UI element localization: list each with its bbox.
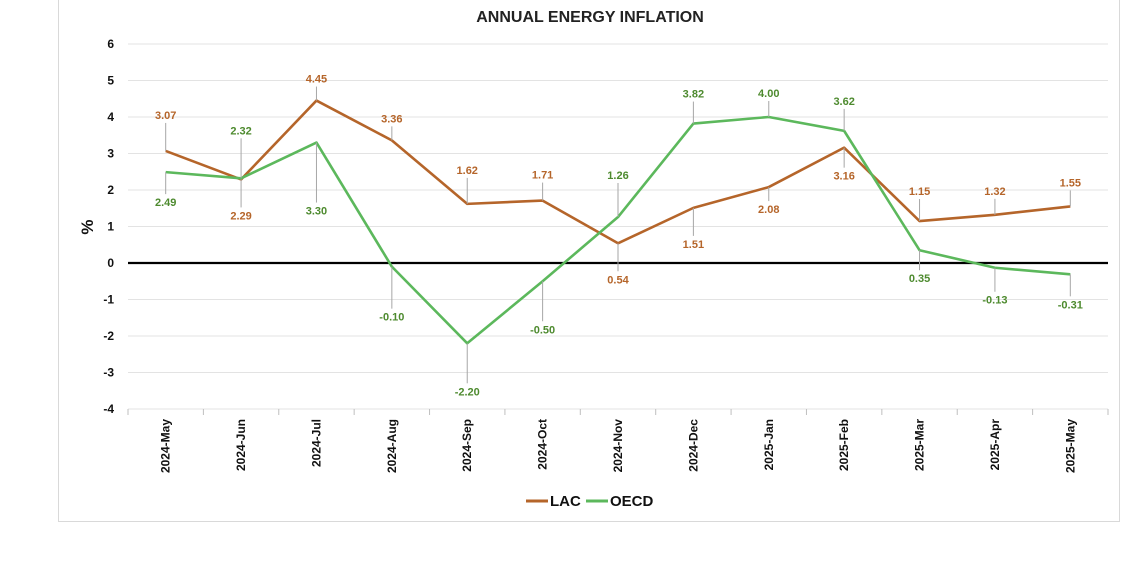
y-tick-label: 6 [107, 37, 114, 51]
y-tick-label: -3 [103, 366, 114, 380]
data-label-oecd: -0.13 [982, 295, 1007, 307]
data-label-lac: 1.15 [909, 186, 930, 198]
data-labels: 3.07 2.29 4.45 3.36 1.62 1.71 0.54 1.51 2.08 3.16… [155, 74, 1083, 399]
data-label-oecd: 3.62 [833, 96, 854, 108]
y-axis-label: % [78, 219, 97, 234]
legend-label-oecd: OECD [610, 493, 654, 510]
x-tick-label: 2024-May [159, 419, 173, 473]
data-label-lac: 3.16 [833, 171, 854, 183]
x-tick-label: 2025-Mar [913, 419, 927, 471]
data-label-oecd: -0.10 [379, 312, 404, 324]
chart-title: ANNUAL ENERGY INFLATION [476, 9, 704, 26]
x-tick-label: 2024-Aug [385, 419, 399, 473]
data-label-oecd: -0.31 [1058, 299, 1083, 311]
y-tick-label: -2 [103, 329, 114, 343]
x-tick-label: 2025-Jan [762, 419, 776, 470]
x-tick-label: 2025-Feb [837, 419, 851, 471]
data-label-lac: 2.08 [758, 204, 779, 216]
data-label-lac: 1.71 [532, 170, 553, 182]
y-tick-label: 3 [107, 147, 114, 161]
x-tick-label: 2024-Sep [460, 419, 474, 472]
data-label-lac: 2.29 [230, 210, 251, 222]
y-axis-ticks: 6 5 4 3 2 1 0 -1 -2 -3 -4 [103, 37, 114, 416]
y-tick-label: 4 [107, 110, 114, 124]
y-tick-label: 5 [107, 74, 114, 88]
data-label-oecd: 0.35 [909, 273, 930, 285]
x-tick-label: 2025-May [1063, 419, 1077, 473]
data-label-lac: 3.07 [155, 110, 176, 122]
x-tick-label: 2024-Dec [686, 419, 700, 472]
data-label-lac: 3.36 [381, 113, 402, 125]
data-label-oecd: 4.00 [758, 88, 779, 100]
data-label-lac: 1.55 [1060, 177, 1081, 189]
data-label-lac: 1.62 [457, 165, 478, 177]
chart-frame [58, 0, 1120, 522]
data-label-oecd: 3.82 [683, 89, 704, 101]
legend: LAC OECD [526, 493, 654, 510]
y-tick-label: 1 [107, 220, 114, 234]
x-tick-label: 2024-Oct [536, 419, 550, 470]
x-tick-label: 2024-Jun [234, 419, 248, 471]
y-tick-label: -1 [103, 293, 114, 307]
x-tick-label: 2024-Nov [611, 419, 625, 473]
data-label-oecd: -2.20 [455, 386, 480, 398]
data-label-lac: 1.32 [984, 186, 1005, 198]
gridlines [127, 43, 1109, 415]
x-axis-ticks: 2024-May 2024-Jun 2024-Jul 2024-Aug 2024-Sep… [159, 419, 1078, 473]
y-tick-label: 0 [107, 256, 114, 270]
data-label-oecd: 2.49 [155, 197, 176, 209]
x-tick-label: 2025-Apr [988, 419, 1002, 471]
y-tick-label: -4 [103, 402, 114, 416]
series-lines [165, 99, 1071, 345]
data-label-lac: 0.54 [607, 274, 629, 286]
legend-label-lac: LAC [550, 493, 581, 510]
data-label-lac: 1.51 [683, 239, 704, 251]
data-label-oecd: -0.50 [530, 324, 555, 336]
series-line-oecd [165, 115, 1071, 345]
data-label-oecd: 1.26 [607, 170, 628, 182]
data-label-oecd: 2.32 [230, 125, 251, 137]
x-tick-label: 2024-Jul [309, 419, 323, 467]
data-label-lac: 4.45 [306, 74, 327, 86]
y-tick-label: 2 [107, 183, 114, 197]
data-label-oecd: 3.30 [306, 206, 327, 218]
